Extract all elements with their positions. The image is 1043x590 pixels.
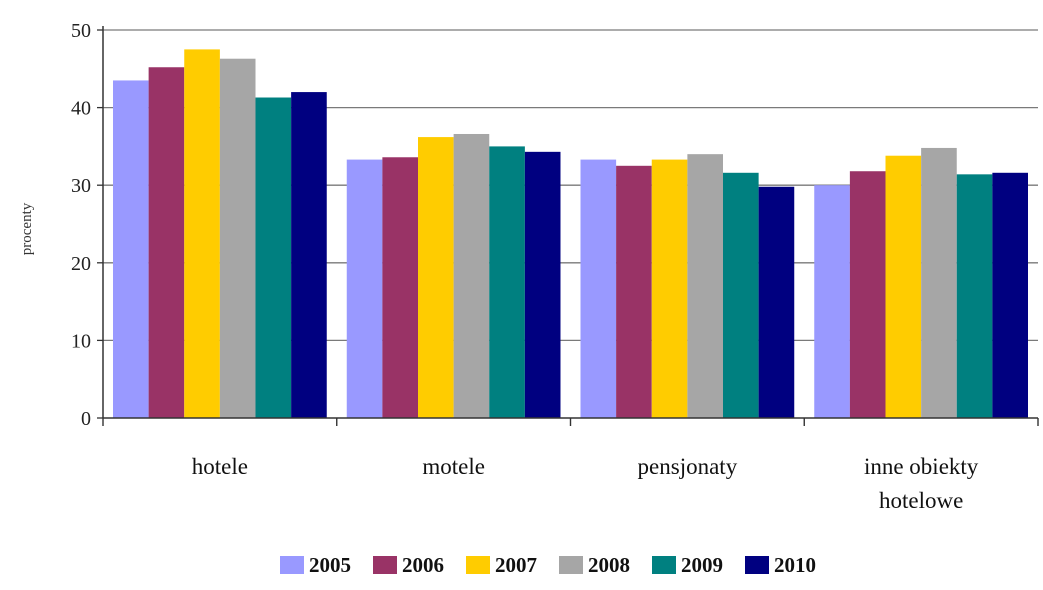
legend-swatch-2010: [745, 556, 769, 574]
legend-swatch-2005: [280, 556, 304, 574]
legend-swatch-2009: [652, 556, 676, 574]
bar-2007-0: [184, 49, 220, 419]
bar-2005-1: [346, 159, 383, 419]
bar-2008-1: [453, 133, 490, 418]
bar-2005-0: [113, 80, 149, 418]
y-tick-label: 20: [71, 253, 91, 275]
legend: 2005 2006 2007 2008 2009 2010: [280, 553, 816, 577]
bar-2008-0: [219, 58, 256, 418]
bar-2009-2: [723, 172, 759, 418]
legend-label-2007: 2007: [495, 553, 537, 577]
bar-2006-1: [382, 157, 418, 418]
bar-2009-1: [489, 146, 525, 418]
x-tick-label: pensjonaty: [638, 454, 738, 479]
axes: 0 10 20 30 40 50 hotele motele pensjonaty inne ob…: [71, 20, 1039, 513]
y-axis-label: procenty: [19, 202, 35, 255]
bar-2008-3: [921, 147, 957, 418]
bar-2005-3: [814, 185, 850, 418]
bar-2007-1: [418, 137, 454, 418]
legend-label-2005: 2005: [309, 553, 351, 577]
legend-swatch-2007: [466, 556, 490, 574]
bar-2006-3: [849, 171, 886, 418]
bar-2008-2: [687, 154, 723, 418]
y-tick-label: 30: [71, 175, 91, 197]
bar-2007-3: [885, 155, 922, 418]
bar-2010-1: [524, 151, 561, 418]
legend-label-2008: 2008: [588, 553, 630, 577]
x-tick-label: motele: [422, 454, 485, 479]
bar-2009-3: [956, 174, 993, 418]
legend-swatch-2008: [559, 556, 583, 574]
legend-label-2006: 2006: [402, 553, 444, 577]
y-tick-label: 0: [81, 408, 91, 430]
bars: [113, 49, 1028, 419]
x-tick-label: hotele: [192, 454, 248, 479]
bar-2010-2: [758, 186, 795, 418]
y-tick-label: 50: [71, 20, 91, 42]
y-tick-label: 10: [71, 330, 91, 352]
bar-2006-2: [616, 165, 652, 418]
bar-2005-2: [580, 159, 617, 419]
y-tick-label: 40: [71, 98, 91, 120]
legend-label-2009: 2009: [681, 553, 723, 577]
bar-2007-2: [651, 159, 688, 419]
bar-2010-0: [291, 92, 327, 418]
bar-2010-3: [992, 172, 1028, 418]
legend-label-2010: 2010: [774, 553, 816, 577]
bar-2006-0: [148, 67, 185, 419]
x-tick-label: inne obiekty hotelowe: [864, 454, 979, 513]
legend-swatch-2006: [373, 556, 397, 574]
bar-2009-0: [255, 97, 292, 419]
